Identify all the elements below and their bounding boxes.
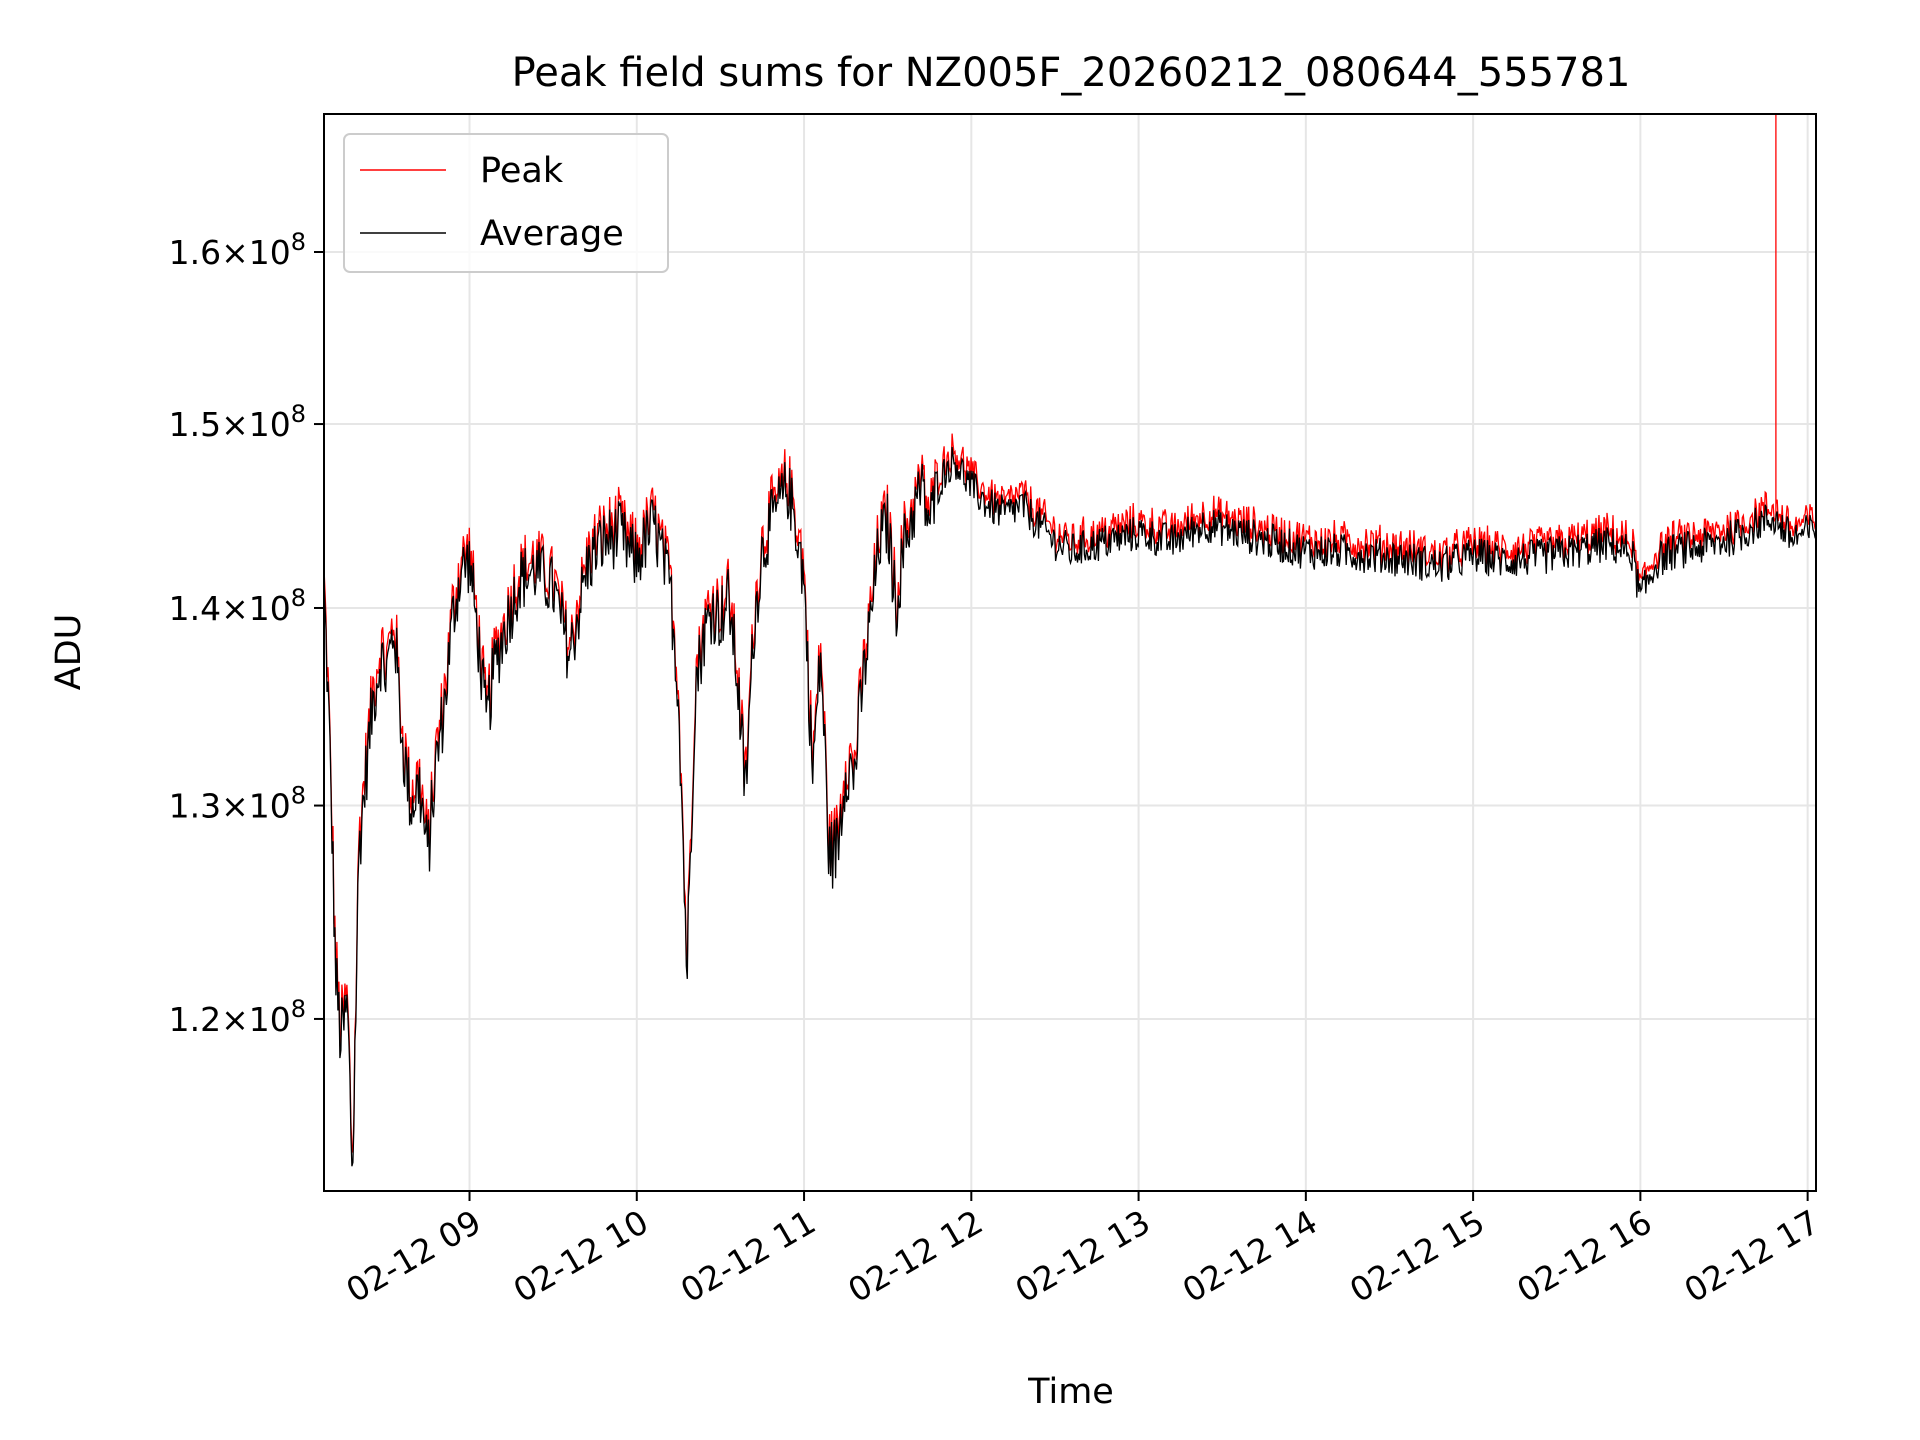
x-axis-label: Time [1027, 1372, 1114, 1412]
series-line-average [324, 446, 1816, 1167]
y-axis: 1.2×108 1.3×108 1.4×108 1.5×108 1.6×108 [169, 228, 324, 1039]
legend: Peak Average [343, 133, 669, 273]
y-tick-label: 1.4×108 [169, 584, 306, 628]
y-tick-label: 1.5×108 [169, 400, 306, 444]
grid [324, 114, 1816, 1191]
y-axis-label: ADU [49, 614, 89, 691]
legend-label-peak: Peak [480, 151, 564, 191]
plot-frame [323, 113, 1817, 1192]
y-tick-label: 1.6×108 [169, 228, 306, 272]
legend-label-average: Average [480, 214, 624, 254]
series-layer [324, 114, 1816, 1167]
legend-box [343, 133, 669, 273]
y-tick-label: 1.3×108 [169, 782, 306, 826]
y-tick-label: 1.2×108 [169, 995, 306, 1039]
chart-title: Peak field sums for NZ005F_20260212_0806… [512, 50, 1631, 96]
